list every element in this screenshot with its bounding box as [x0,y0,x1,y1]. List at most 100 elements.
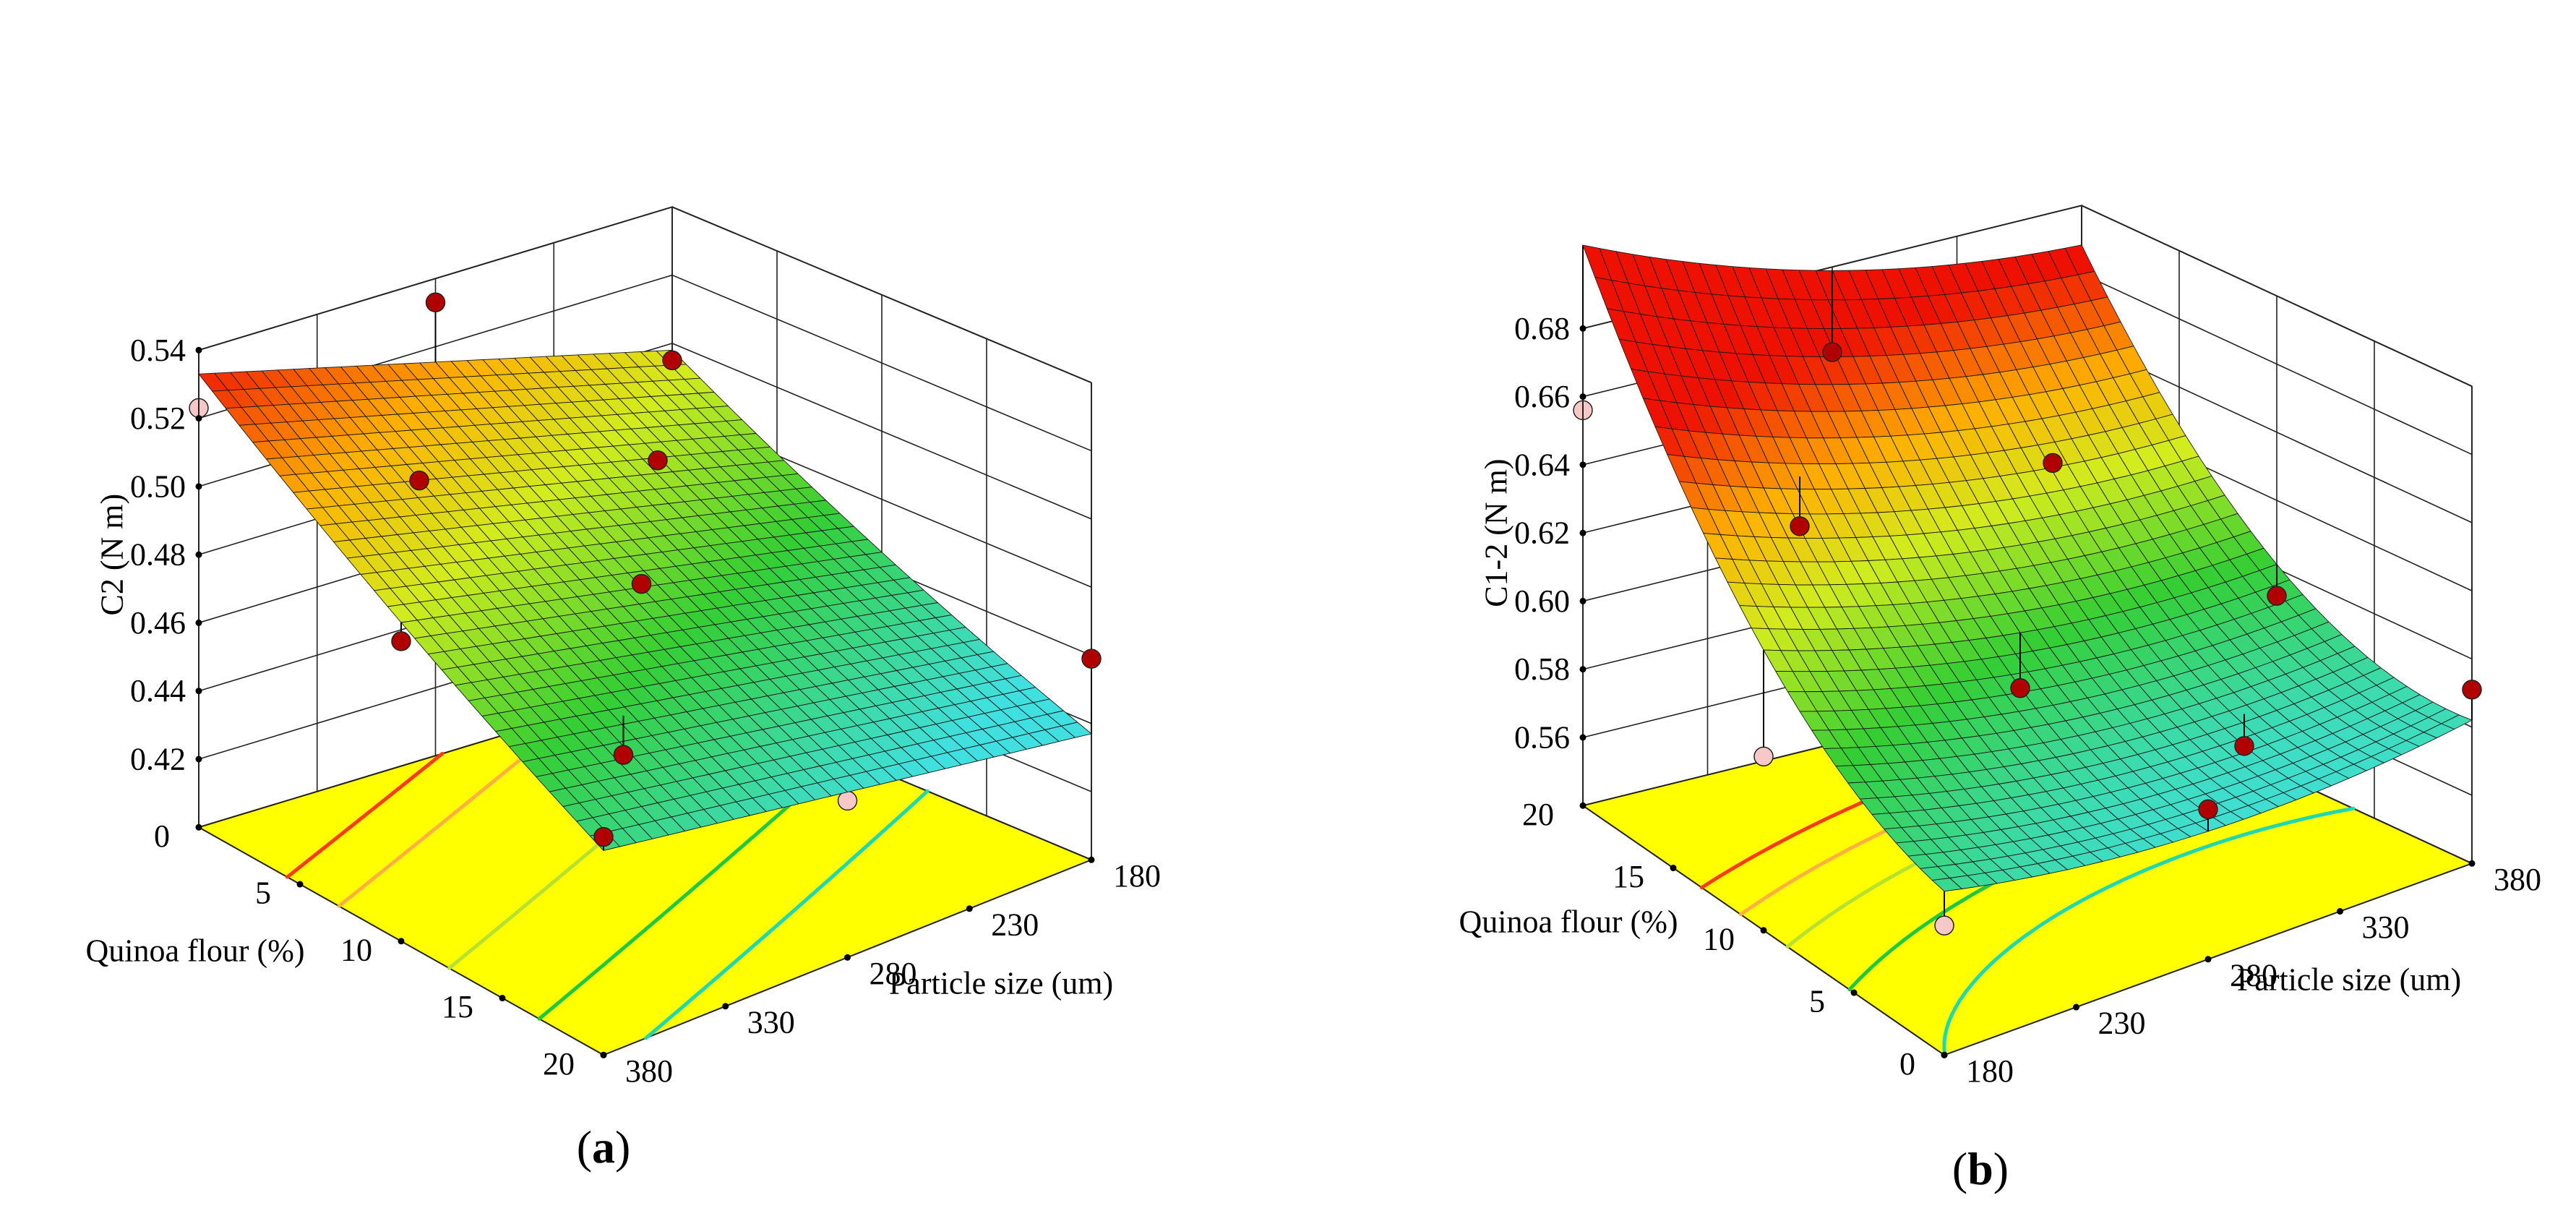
surface-plot-b: 0.56 0.58 0.60 0.62 0.64 0.66 0.68 C1-2 (N m) 0 5… [1459,205,2541,1089]
particle-tick-label: 330 [2362,910,2410,945]
z-tick-label: 0.56 [1514,720,1570,756]
z-tick-label: 0.48 [130,537,186,573]
particle-tick-label: 230 [991,907,1039,942]
z-tick-dot [195,483,202,490]
z-tick-label: 0.58 [1514,651,1570,687]
contour-line [1942,806,2356,1057]
z-tick-dot [195,346,202,354]
design-points-above [391,292,1102,851]
panel-label-a: (a) [577,1121,631,1173]
z-tick-dot [195,619,202,626]
design-point-above [425,292,446,313]
z-tick-label: 0.62 [1514,515,1570,551]
particle-tick-dot [2468,860,2476,867]
z-tick-label: 0.52 [130,401,186,436]
z-tick-dot [1579,597,1587,604]
quinoa-tick-label: 10 [340,932,372,967]
quinoa-tick-label: 20 [1522,797,1554,832]
quinoa-tick-dot [195,823,202,831]
quinoa-tick-label: 0 [1899,1046,1915,1082]
surface-plot-a: 0.42 0.44 0.46 0.48 0.50 0.52 0.54 C2 (N m) 0 5 10… [85,205,1161,1089]
contour-line [644,789,929,1040]
response-surface [1582,244,2473,892]
particle-tick-dot [1941,1051,1948,1058]
z-tick-label: 0.50 [130,468,186,504]
design-point-above [1790,516,1810,536]
design-point-above [391,631,411,651]
surface-cell [1931,878,1962,892]
particle-tick-label: 230 [2098,1006,2146,1041]
z-tick-dot [1579,529,1587,536]
z-tick-label: 0.42 [130,742,186,777]
particle-axis-label: Particle size (um) [889,966,1113,1001]
quinoa-tick-label: 5 [1809,984,1825,1019]
quinoa-tick-dot [1850,989,1858,996]
z-axis-label: C2 (N m) [95,494,130,616]
design-point-above [662,350,682,371]
z-axis: 0.56 0.58 0.60 0.62 0.64 0.66 0.68 C1-2 (N m) [1479,311,1587,806]
z-tick-label: 0.68 [1514,311,1570,346]
z-tick-label: 0.64 [1514,447,1570,482]
design-point-above [2198,799,2218,820]
z-tick-label: 0.46 [130,605,186,641]
quinoa-tick-label: 10 [1703,921,1735,956]
z-tick-label: 0.54 [130,333,186,368]
particle-tick-dot [2337,908,2343,915]
quinoa-axis-label: Quinoa flour (%) [85,933,304,969]
quinoa-tick-dot [499,995,506,1002]
z-tick-dot [1579,666,1587,673]
particle-tick-dot [844,954,851,961]
z-tick-label: 0.60 [1514,583,1570,619]
particle-tick-label: 380 [2494,862,2541,897]
z-tick-dot [195,551,202,558]
design-point-above [648,450,668,471]
quinoa-tick-label: 5 [255,876,271,911]
z-tick-dot [1579,325,1587,332]
design-point-above [1822,342,1842,362]
quinoa-tick-dot [398,938,405,945]
z-tick-dot [195,415,202,422]
design-point-above [2043,453,2063,474]
z-axis: 0.42 0.44 0.46 0.48 0.50 0.52 0.54 C2 (N m) [95,333,202,828]
contour-line [285,752,445,879]
particle-tick-dot [1088,856,1095,863]
design-point-above [613,745,634,765]
particle-tick-label: 380 [625,1053,673,1089]
quinoa-tick-label: 20 [543,1046,575,1082]
particle-tick-label: 180 [1966,1053,2014,1089]
z-axis-label: C1-2 (N m) [1479,458,1514,607]
z-tick-label: 0.66 [1514,379,1570,414]
design-point-above [1081,649,1102,669]
particle-tick-label: 280 [2230,957,2277,993]
particle-axis: 180 230 280 330 380 Particle size (um) [600,856,1161,1089]
particle-tick-dot [2073,1003,2079,1011]
quinoa-tick-dot [296,881,304,888]
particle-tick-dot [2204,956,2212,963]
z-tick-dot [195,688,202,695]
design-points-above [1790,270,2482,831]
quinoa-tick-dot [1579,802,1587,809]
design-point-below [1934,915,1954,936]
quinoa-axis: 0 5 10 15 20 Quinoa flour (%) [85,818,607,1082]
response-surface [198,349,1092,851]
quinoa-tick-label: 15 [1613,859,1644,894]
particle-tick-dot [600,1051,607,1058]
panel-label-b: (b) [1952,1143,2009,1194]
quinoa-tick-label: 0 [154,818,170,854]
particle-tick-dot [966,905,973,912]
particle-tick-label: 180 [1113,858,1161,894]
z-tick-dot [195,756,202,763]
quinoa-axis: 0 5 10 15 20 Quinoa flour (%) [1459,797,1948,1082]
z-tick-label: 0.44 [130,673,186,709]
particle-tick-label: 280 [870,956,917,991]
particle-tick-label: 330 [747,1004,795,1040]
design-point-above [593,826,614,847]
particle-tick-dot [722,1003,729,1010]
quinoa-tick-dot [1670,865,1677,872]
design-point-above [631,573,652,594]
quinoa-axis-label: Quinoa flour (%) [1459,904,1678,940]
design-point-above [2462,680,2482,700]
design-point-above [409,470,429,491]
